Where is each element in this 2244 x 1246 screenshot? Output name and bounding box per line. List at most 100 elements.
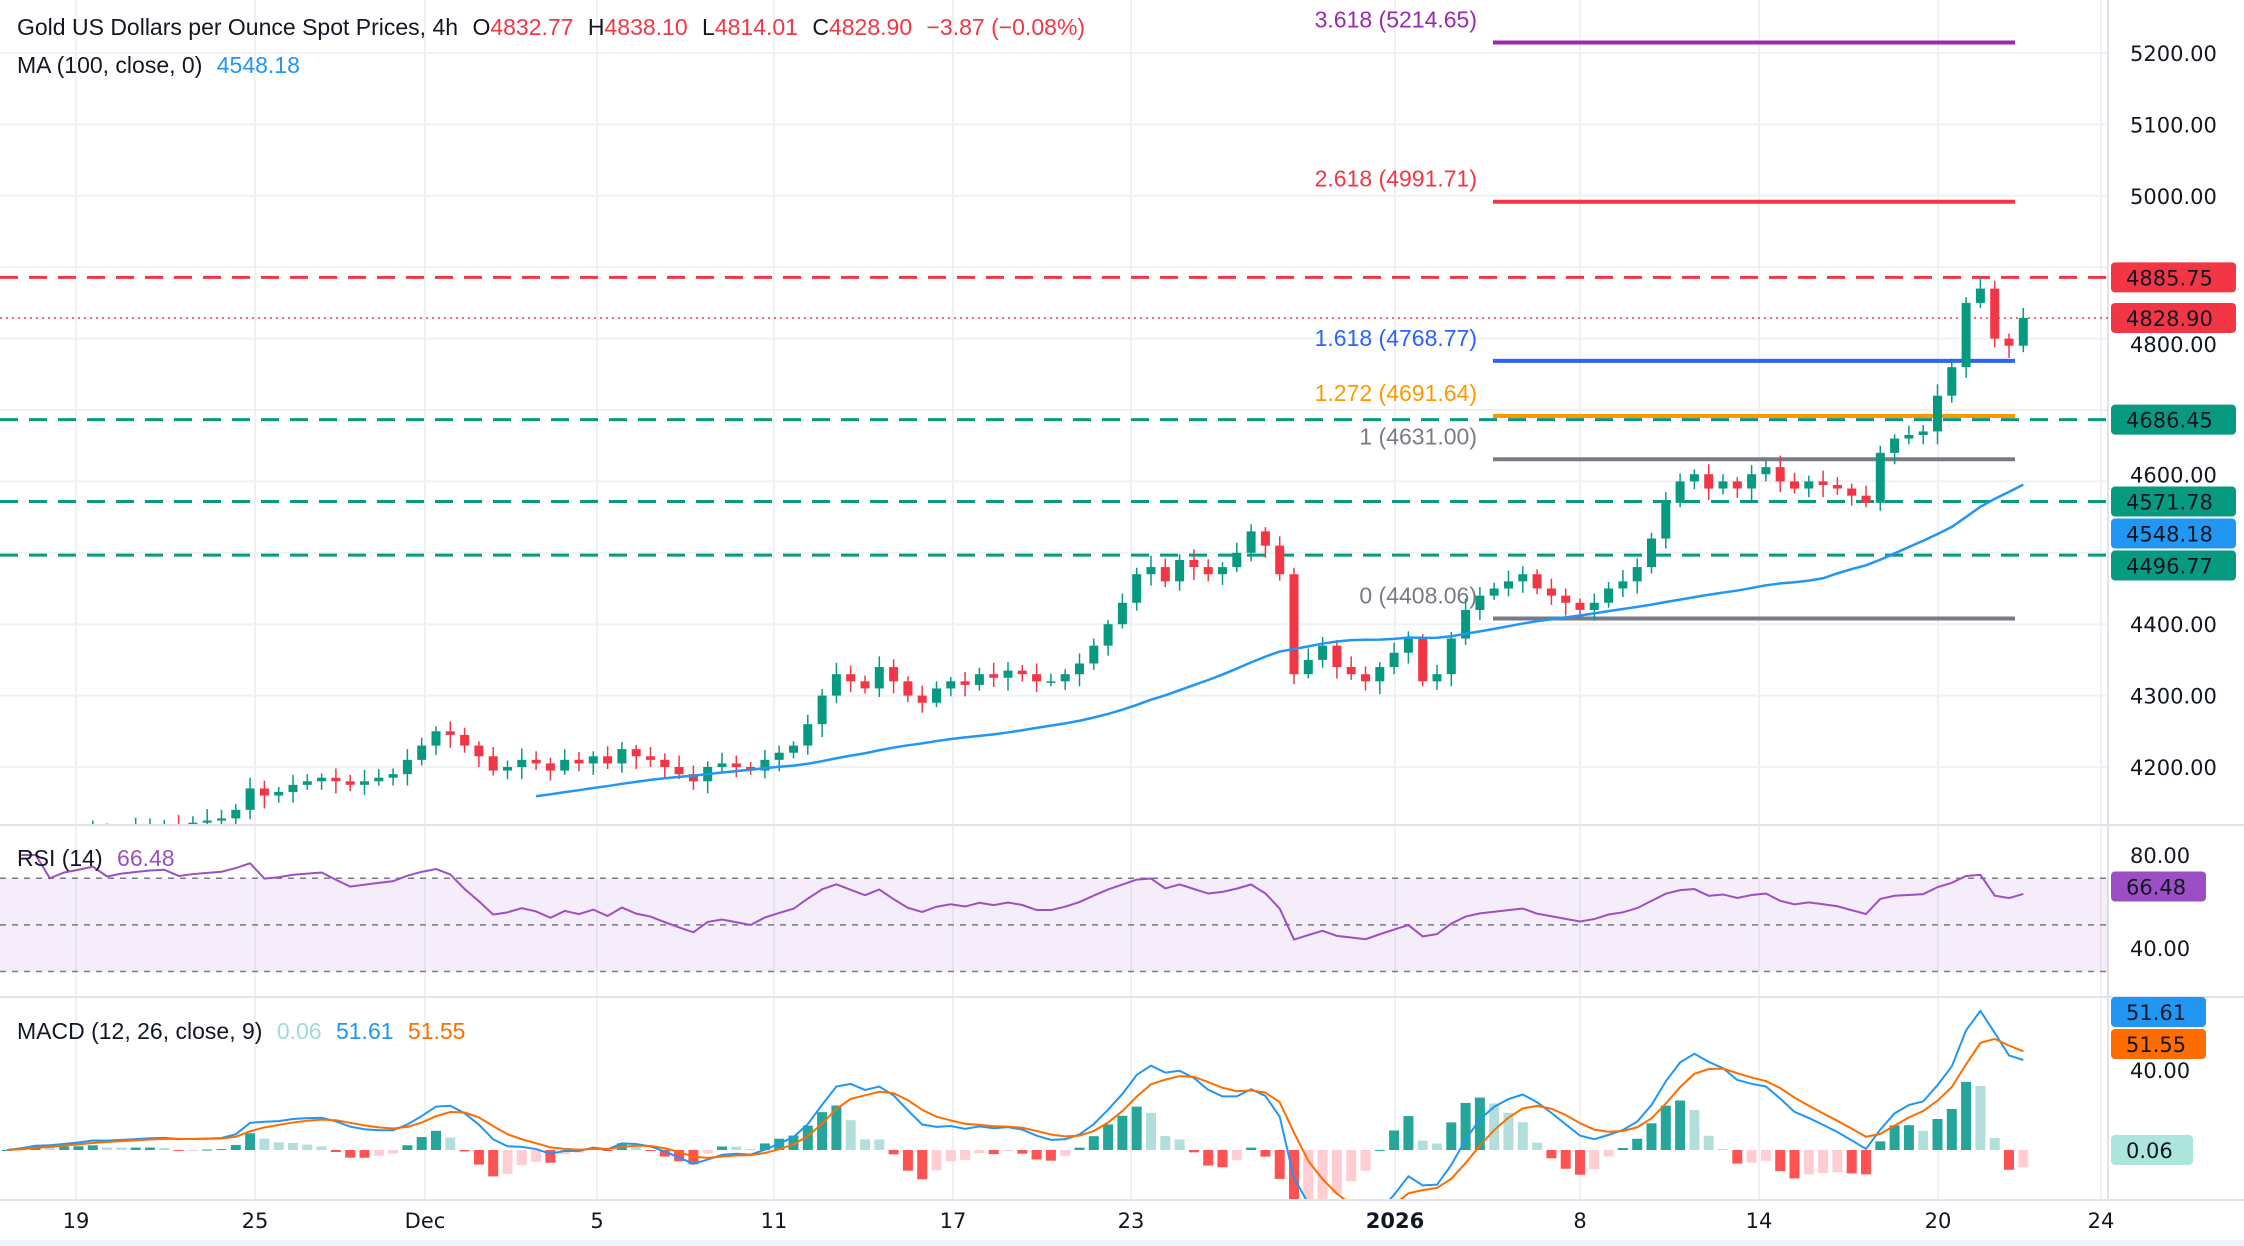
fib-extension[interactable]: 3.618 (5214.65) 2.618 (4991.71) 1.618 (476… bbox=[1315, 7, 2015, 621]
macd-histogram-bar bbox=[731, 1146, 742, 1150]
ohlc-low-label: L bbox=[702, 14, 715, 40]
macd-histogram-bar bbox=[1231, 1150, 1242, 1161]
price-axis[interactable]: 5200.00 5100.00 5000.00 4800.00 4600.00 4400.… bbox=[2130, 42, 2217, 1083]
candle-body bbox=[688, 774, 698, 782]
candle-body bbox=[1804, 481, 1814, 489]
current-price-badge: 4828.90 bbox=[2126, 307, 2213, 331]
ohlc-high-value: 4838.10 bbox=[604, 14, 688, 40]
candle-body bbox=[889, 667, 899, 682]
rsi-legend-label[interactable]: RSI (14) bbox=[17, 845, 103, 871]
time-tick-label: 23 bbox=[1118, 1209, 1145, 1233]
macd-histogram-bar bbox=[59, 1146, 70, 1150]
macd-histogram-bar bbox=[1217, 1150, 1228, 1168]
candle-body bbox=[288, 784, 298, 792]
ohlc-high: H4838.10 bbox=[588, 14, 688, 40]
candle-body bbox=[402, 759, 412, 775]
candle-body bbox=[1518, 574, 1528, 582]
candle-body bbox=[302, 781, 312, 785]
macd-histogram-bar bbox=[1160, 1136, 1171, 1150]
candle-body bbox=[1704, 474, 1714, 489]
macd-histogram-bar bbox=[1689, 1110, 1700, 1150]
time-axis[interactable]: 19 25 Dec 5 11 17 23 2026 8 14 20 24 bbox=[63, 1209, 2115, 1233]
fib-label: 3.618 (5214.65) bbox=[1315, 7, 1477, 33]
candle-body bbox=[803, 724, 813, 746]
macd-histogram-bar bbox=[1003, 1150, 1013, 1152]
macd-histogram-bar bbox=[1703, 1135, 1714, 1150]
candle-body bbox=[1403, 638, 1413, 653]
macd-histogram-bar bbox=[988, 1150, 999, 1155]
macd-histogram-bar bbox=[373, 1150, 384, 1156]
candle-body bbox=[331, 777, 341, 782]
macd-histogram-bar bbox=[1174, 1139, 1185, 1150]
ma-legend-label[interactable]: MA (100, close, 0) bbox=[17, 52, 203, 78]
macd-histogram-bar bbox=[388, 1150, 399, 1154]
macd-histogram-bar bbox=[1203, 1150, 1214, 1166]
macd-histogram-bar bbox=[945, 1150, 956, 1162]
macd-histogram-bar bbox=[1846, 1150, 1857, 1174]
level-price-badge-bg bbox=[2111, 550, 2236, 581]
candle-body bbox=[131, 828, 140, 830]
macd-legend-signal: 51.55 bbox=[407, 1018, 466, 1044]
symbol-legend: Gold US Dollars per Ounce Spot Prices, 4… bbox=[17, 14, 1093, 41]
macd-histogram-bar bbox=[302, 1144, 313, 1150]
candle-body bbox=[60, 837, 69, 840]
candle-body bbox=[1003, 670, 1013, 678]
macd-histogram-bar bbox=[245, 1133, 256, 1150]
candle-body bbox=[989, 674, 999, 678]
rsi-legend-value: 66.48 bbox=[117, 845, 175, 871]
macd-histogram-bar bbox=[402, 1145, 413, 1150]
candle-body bbox=[1618, 581, 1628, 589]
candle-body bbox=[188, 822, 198, 824]
macd-histogram-bar bbox=[1346, 1150, 1357, 1182]
macd-legend: MACD (12, 26, close, 9) 0.06 51.61 51.55 bbox=[17, 1018, 473, 1045]
macd-histogram-bar bbox=[1131, 1106, 1142, 1150]
ma-legend: MA (100, close, 0) 4548.18 bbox=[17, 52, 308, 79]
candle-body bbox=[1689, 474, 1699, 482]
macd-histogram-bar bbox=[187, 1150, 198, 1151]
rsi-band bbox=[0, 877, 2108, 973]
macd-histogram-bar bbox=[145, 1147, 155, 1150]
macd-histogram-bar bbox=[1803, 1150, 1814, 1175]
macd-histogram-bar bbox=[1546, 1150, 1557, 1159]
macd-legend-label[interactable]: MACD (12, 26, close, 9) bbox=[17, 1018, 263, 1044]
candle-body bbox=[1346, 667, 1356, 675]
macd-histogram-bar bbox=[1646, 1123, 1657, 1150]
macd-histogram-bar bbox=[288, 1142, 298, 1150]
fib-label: 2.618 (4991.71) bbox=[1315, 166, 1477, 192]
macd-histogram-bar bbox=[531, 1150, 542, 1162]
macd-histogram-bar bbox=[1045, 1150, 1056, 1161]
horizontal-levels[interactable] bbox=[0, 275, 2108, 557]
candle-body bbox=[603, 756, 613, 764]
candle-body bbox=[631, 749, 641, 757]
macd-histogram-bar bbox=[888, 1150, 899, 1155]
candle-body bbox=[1718, 481, 1728, 489]
candle-body bbox=[374, 777, 384, 782]
bottom-border bbox=[0, 1240, 2244, 1246]
rsi-value-badge: 66.48 bbox=[2126, 876, 2186, 900]
macd-histogram-bar bbox=[1732, 1150, 1743, 1164]
time-tick-label: 5 bbox=[590, 1209, 603, 1233]
candle-body bbox=[789, 745, 798, 753]
rsi-tick-label: 80.00 bbox=[2130, 844, 2190, 868]
macd-histogram-bar bbox=[1389, 1130, 1400, 1150]
macd-histogram-bar bbox=[631, 1146, 642, 1150]
candle-body bbox=[1933, 395, 1942, 432]
macd-histogram-bar bbox=[502, 1150, 513, 1175]
macd-histogram-bar bbox=[416, 1136, 427, 1150]
candle-body bbox=[1961, 302, 1971, 368]
candle-body bbox=[1146, 567, 1156, 575]
level-price-badge: 4885.75 bbox=[2126, 266, 2213, 290]
symbol-title[interactable]: Gold US Dollars per Ounce Spot Prices, 4… bbox=[17, 14, 459, 40]
macd-histogram-bar bbox=[1017, 1150, 1028, 1154]
price-tick-label: 4600.00 bbox=[2130, 464, 2217, 488]
candle-body bbox=[1332, 645, 1342, 668]
macd-histogram-bar bbox=[459, 1150, 470, 1152]
macd-histogram-bar bbox=[1074, 1147, 1085, 1150]
candle-body bbox=[531, 759, 541, 764]
candles bbox=[60, 277, 2028, 840]
candle-body bbox=[1675, 481, 1685, 503]
macd-histogram-bar bbox=[1274, 1150, 1285, 1179]
candle-body bbox=[1432, 674, 1442, 682]
candle-body bbox=[1546, 588, 1556, 596]
